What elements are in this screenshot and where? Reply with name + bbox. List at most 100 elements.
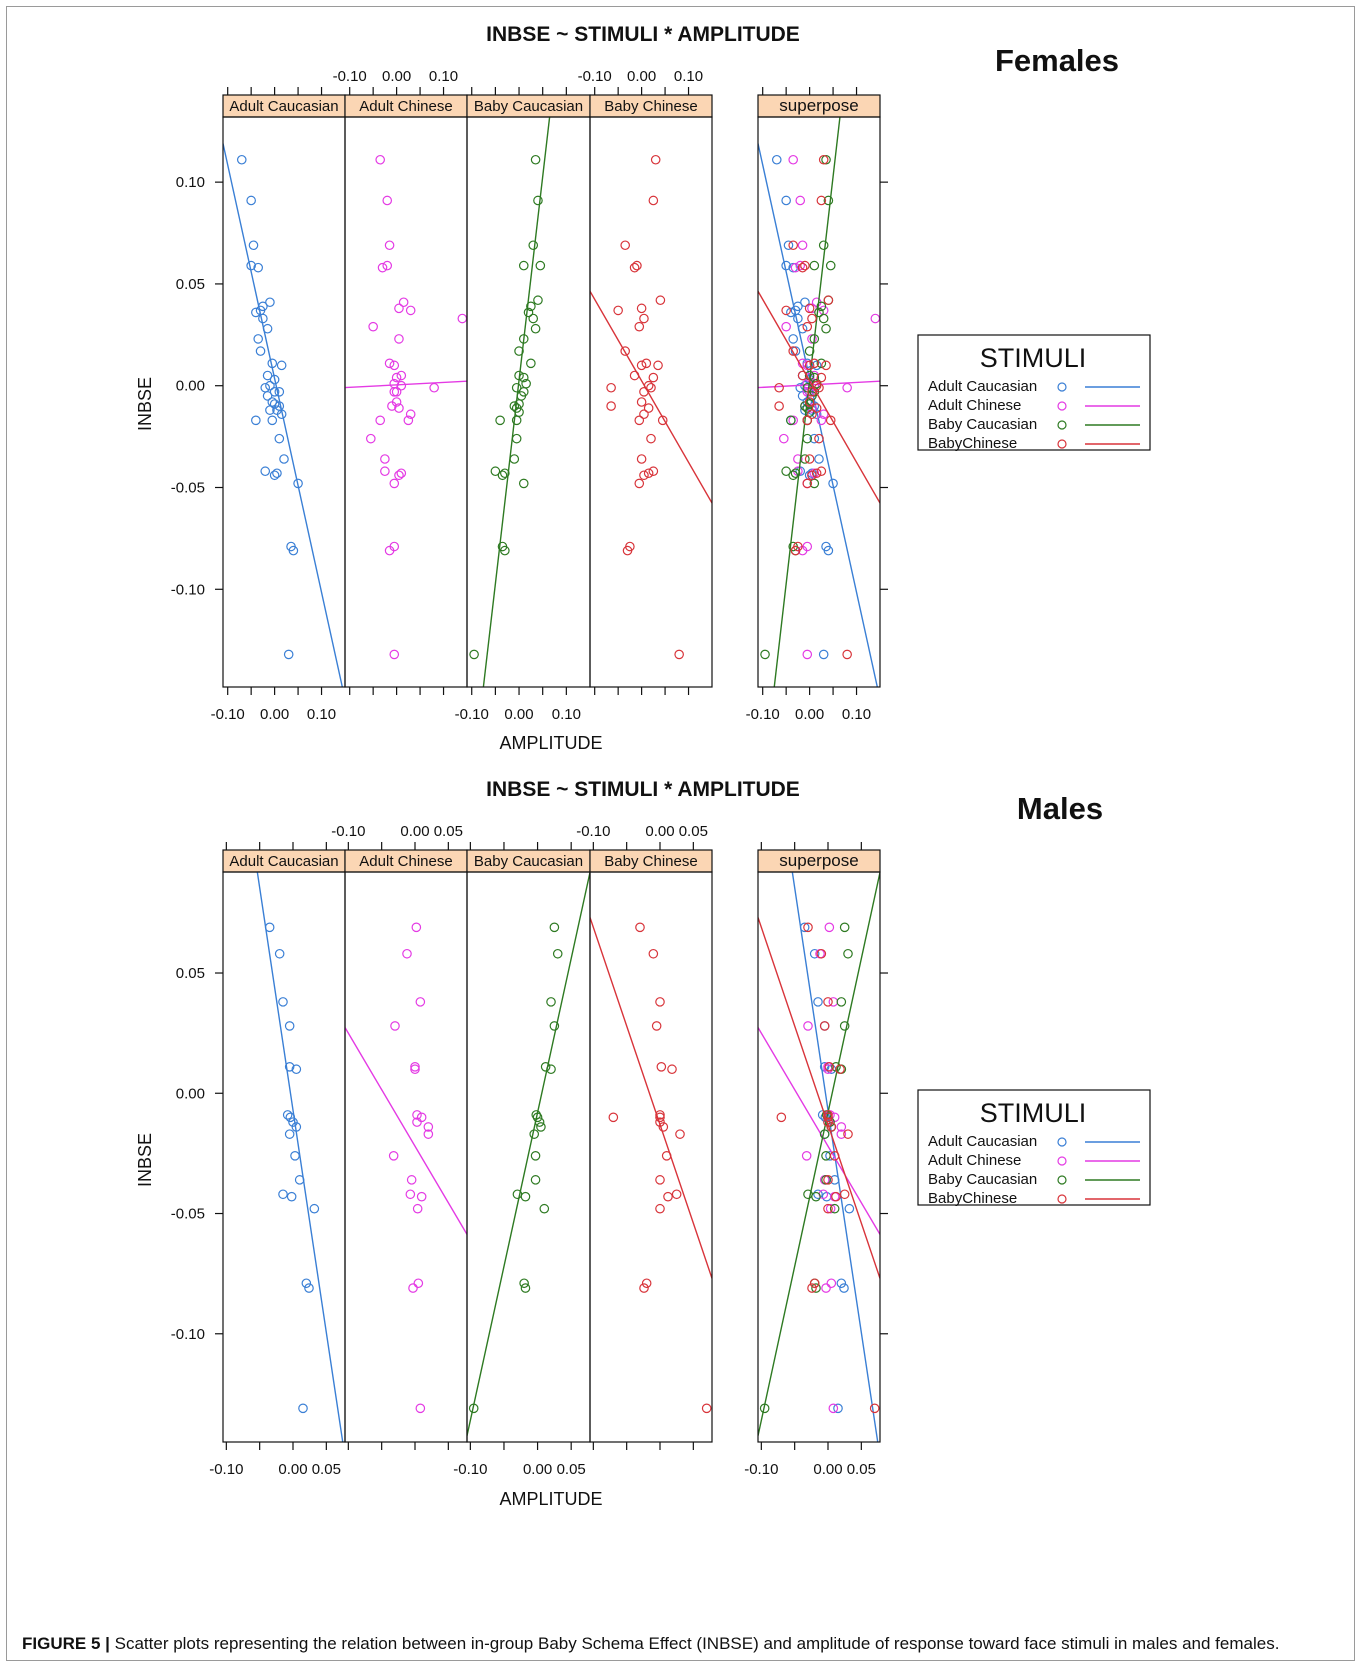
legend: STIMULI Adult Caucasian Adult Chinese Baby … — [917, 1089, 1151, 1207]
x-tick-label: -0.10 — [746, 706, 780, 723]
data-point — [636, 397, 647, 407]
data-point — [457, 313, 467, 324]
data-point — [655, 1112, 665, 1123]
data-point — [781, 321, 791, 332]
legend-point-symbol — [1057, 382, 1067, 392]
data-point — [384, 240, 395, 251]
data-point — [811, 1283, 821, 1293]
regression-line — [482, 117, 551, 687]
data-point — [823, 997, 833, 1007]
data-point — [402, 948, 412, 959]
data-point — [304, 1283, 314, 1293]
data-point — [816, 301, 827, 312]
panel-data — [256, 872, 344, 1442]
x-tick-label: -0.10 — [576, 823, 610, 840]
data-point — [634, 321, 645, 332]
data-point — [622, 545, 633, 556]
data-point — [661, 1150, 672, 1161]
data-point — [801, 1150, 812, 1161]
data-point — [389, 360, 400, 371]
data-point — [265, 405, 275, 415]
x-tick-label: -0.10 — [744, 1461, 778, 1478]
data-point — [793, 301, 803, 312]
data-point — [870, 313, 880, 324]
data-point — [809, 433, 820, 444]
y-tick-label: -0.10 — [171, 1326, 205, 1343]
data-point — [540, 1062, 551, 1072]
data-point — [790, 262, 801, 273]
data-point — [797, 262, 808, 273]
chart-females: INBSE ~ STIMULI * AMPLITUDE Females INBSE A… — [135, 23, 1151, 753]
panel-superpose: superpose -0.10 0.00 0.05 — [744, 842, 881, 1478]
data-point — [396, 468, 407, 479]
data-point — [639, 313, 649, 324]
legend-box — [917, 1089, 1151, 1206]
data-point — [818, 409, 829, 420]
data-point — [776, 1112, 787, 1123]
x-tick-label: 0.00 — [795, 706, 824, 723]
data-point — [262, 370, 273, 381]
data-point — [532, 1112, 543, 1123]
caption-text: Scatter plots representing the relation … — [114, 1634, 1280, 1653]
data-point — [793, 454, 803, 464]
panel-data — [345, 154, 467, 660]
x-tick-label: -0.10 — [455, 706, 489, 723]
data-point — [535, 260, 546, 271]
legend-point-symbol — [1057, 1156, 1067, 1166]
data-point — [274, 433, 285, 444]
data-point — [804, 360, 815, 371]
data-point — [823, 295, 834, 306]
data-point — [294, 1175, 305, 1185]
data-point — [423, 1122, 434, 1132]
data-point — [253, 334, 263, 344]
data-point — [819, 1129, 830, 1139]
data-point — [264, 922, 275, 933]
data-point — [839, 922, 850, 933]
panel-border — [589, 116, 713, 688]
x-tick-label: 0.00 — [645, 823, 674, 840]
regression-line — [256, 872, 344, 1442]
data-point — [518, 372, 529, 383]
data-point — [804, 454, 815, 464]
data-point — [423, 1129, 434, 1139]
regression-line — [345, 380, 467, 389]
data-point — [802, 415, 813, 426]
data-point — [272, 468, 282, 479]
data-point — [655, 1110, 665, 1120]
data-point — [382, 260, 393, 271]
data-point — [823, 1112, 833, 1123]
data-point — [843, 1129, 853, 1139]
data-point — [262, 323, 273, 334]
data-point — [288, 1117, 298, 1127]
data-point — [807, 1283, 817, 1293]
y-tick-label: 0.05 — [176, 965, 205, 982]
data-point — [265, 380, 275, 391]
data-point — [283, 649, 294, 660]
x-tick-label: -0.10 — [578, 68, 612, 85]
data-point — [406, 1175, 417, 1185]
x-tick-label: 0.10 — [674, 68, 703, 85]
data-point — [274, 948, 285, 959]
data-point — [804, 397, 815, 407]
data-point — [803, 1021, 813, 1031]
data-point — [526, 301, 536, 312]
x-tick-label: 0.10 — [552, 706, 581, 723]
data-point — [468, 1403, 479, 1414]
legend-entry-label: Adult Caucasian — [928, 378, 1037, 395]
x-tick-label: 0.00 — [260, 706, 289, 723]
legend-title: STIMULI — [980, 343, 1087, 373]
data-point — [821, 1283, 831, 1293]
x-tick-label: -0.10 — [211, 706, 245, 723]
data-point — [530, 154, 541, 165]
regression-line — [758, 1027, 880, 1235]
panel-strip-label: Baby Caucasian — [474, 98, 583, 115]
x-tick-label: -0.10 — [331, 823, 365, 840]
data-point — [279, 454, 289, 464]
panel-border — [757, 871, 881, 1443]
panel-strip-label: superpose — [779, 851, 858, 870]
data-point — [509, 401, 520, 411]
data-point — [405, 305, 416, 316]
data-point — [824, 1062, 835, 1072]
data-point — [833, 1403, 843, 1414]
legend-entry-label: Baby Caucasian — [928, 416, 1037, 433]
